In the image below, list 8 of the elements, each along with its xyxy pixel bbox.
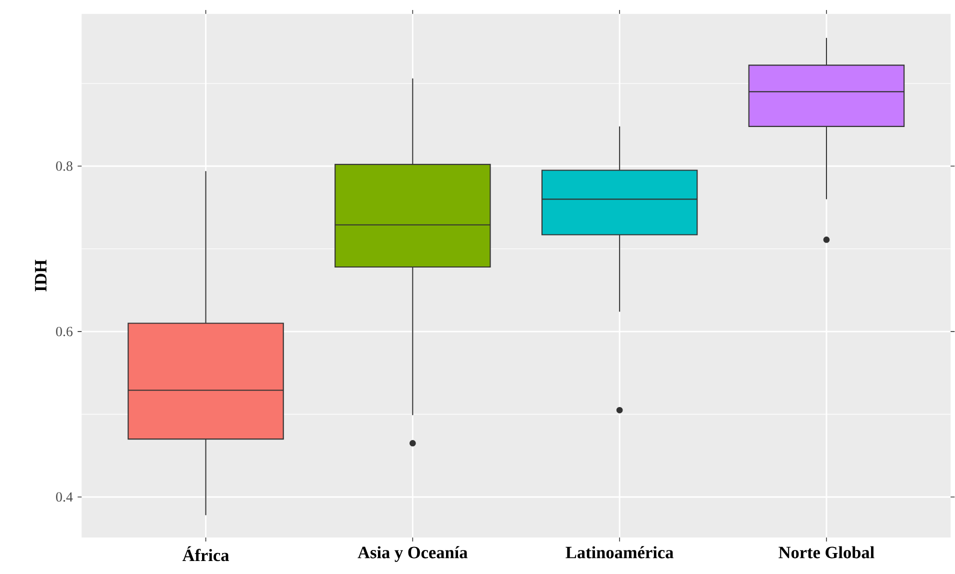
y-tick-label: 0.4 <box>56 492 73 502</box>
x-tick-label: Norte Global <box>778 546 874 558</box>
y-axis-title: IDH <box>35 260 46 292</box>
x-tick-label: Latinoamérica <box>566 546 674 558</box>
x-tick-label: Asia y Oceanía <box>358 546 468 562</box>
y-tick-label: 0.8 <box>56 161 72 171</box>
y-tick-label: 0.6 <box>56 326 73 336</box>
x-tick-label: África <box>182 546 229 561</box>
